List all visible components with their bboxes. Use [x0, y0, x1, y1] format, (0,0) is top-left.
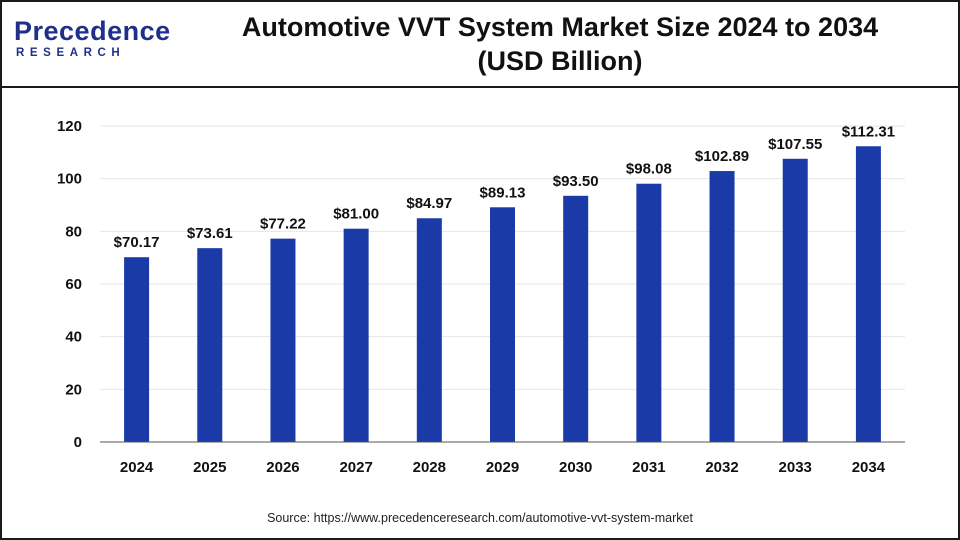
bar — [416, 218, 442, 442]
source-note: Source: https://www.precedenceresearch.c… — [267, 511, 693, 525]
bar — [124, 257, 150, 442]
x-tick-label: 2031 — [632, 459, 665, 476]
bar — [709, 171, 735, 442]
logo-initial: P — [14, 16, 33, 46]
x-tick-label: 2027 — [339, 459, 372, 476]
x-tick-label: 2033 — [779, 459, 812, 476]
y-tick-label: 100 — [57, 171, 82, 188]
data-label: $89.13 — [480, 184, 526, 201]
header-divider — [0, 86, 960, 88]
x-axis: 2024 2025 2026 2027 2028 2029 2030 2031 2032 2033… — [100, 441, 905, 476]
data-label: $102.89 — [695, 148, 749, 165]
y-tick-label: 120 — [57, 118, 82, 135]
data-label: $112.31 — [842, 123, 895, 140]
bar — [197, 248, 223, 442]
data-label: $84.97 — [406, 195, 452, 212]
y-tick-label: 0 — [74, 434, 82, 451]
chart-title: Automotive VVT System Market Size 2024 t… — [200, 10, 920, 78]
data-label: $81.00 — [333, 206, 379, 223]
header: Precedence RESEARCH Automotive VVT Syste… — [0, 0, 960, 86]
data-label: $98.08 — [626, 161, 672, 178]
data-label: $77.22 — [260, 216, 306, 233]
x-tick-label: 2024 — [120, 459, 154, 476]
bar-series — [124, 146, 881, 443]
x-tick-label: 2034 — [852, 459, 886, 476]
y-axis: 0 20 40 60 80 100 120 — [57, 118, 82, 451]
data-label: $70.17 — [114, 234, 160, 251]
x-tick-label: 2028 — [413, 459, 446, 476]
chart-title-line1: Automotive VVT System Market Size 2024 t… — [241, 12, 879, 42]
bar — [563, 195, 589, 442]
logo-name: recedence — [32, 16, 171, 46]
x-tick-label: 2026 — [266, 459, 299, 476]
bar — [855, 146, 881, 442]
logo-wordmark: Precedence — [14, 16, 171, 46]
y-tick-label: 20 — [65, 381, 82, 398]
bar — [270, 238, 296, 442]
bar — [782, 158, 808, 442]
bar — [490, 207, 515, 442]
data-label: $107.55 — [768, 136, 822, 153]
brand-logo: Precedence RESEARCH — [14, 16, 174, 62]
x-tick-label: 2030 — [559, 459, 592, 476]
y-tick-label: 80 — [65, 223, 82, 240]
x-tick-label: 2025 — [193, 459, 226, 476]
y-tick-label: 40 — [65, 329, 82, 346]
chart-title-line2: (USD Billion) — [477, 46, 643, 76]
data-labels: $70.17 $73.61 $77.22 $81.00 $84.97 $89.13 $93.… — [114, 123, 895, 251]
data-label: $73.61 — [187, 225, 233, 242]
logo-subtitle: RESEARCH — [16, 47, 126, 59]
bar — [636, 183, 662, 443]
bar — [343, 228, 369, 442]
x-tick-label: 2029 — [486, 459, 519, 476]
data-label: $93.50 — [553, 173, 599, 190]
x-tick-label: 2032 — [705, 459, 738, 476]
y-tick-label: 60 — [65, 276, 82, 293]
